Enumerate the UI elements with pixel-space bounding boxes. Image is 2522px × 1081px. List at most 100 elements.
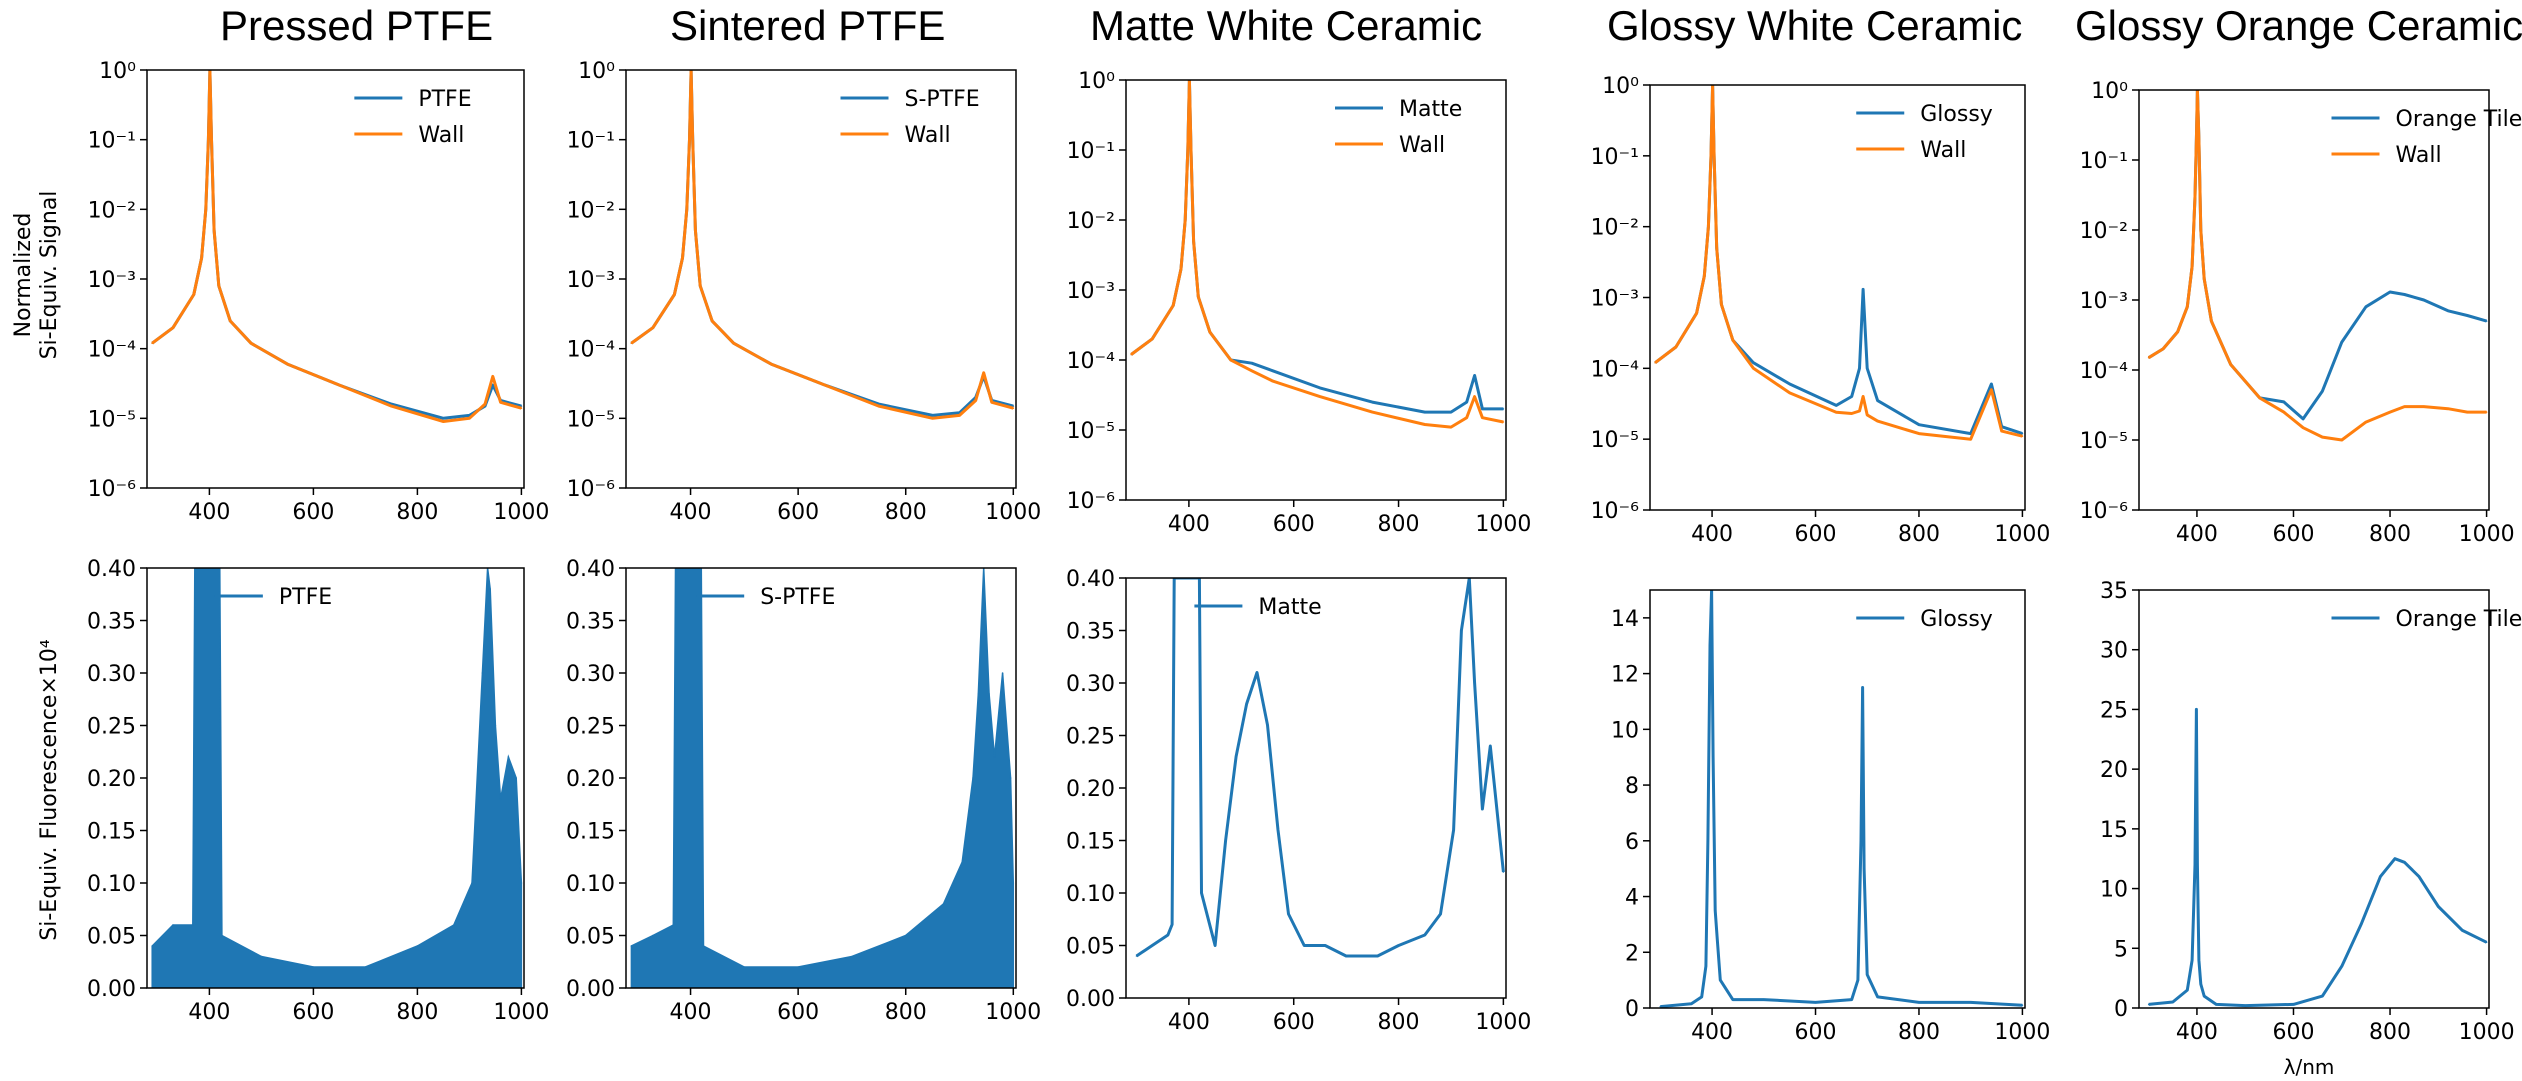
data-point: [151, 945, 153, 947]
data-point: [977, 693, 980, 695]
data-point: [1272, 370, 1274, 372]
y-tick-label: 10⁻⁶: [567, 477, 616, 502]
data-point: [2466, 411, 2469, 413]
y-tick-label: 10⁻⁶: [1591, 499, 1640, 524]
data-point: [1918, 1001, 1920, 1004]
data-point: [1866, 414, 1868, 416]
y-tick-label: 0.30: [87, 662, 136, 687]
data-point: [2321, 390, 2324, 392]
y-tick-label: 20: [2100, 758, 2128, 783]
data-point: [1465, 401, 1468, 403]
data-point: [2203, 278, 2205, 280]
data-point: [1835, 411, 1837, 414]
data-point: [1720, 303, 1723, 306]
data-point: [1703, 275, 1706, 278]
data-point: [2365, 306, 2367, 308]
data-point: [2229, 363, 2232, 366]
legend-label: Orange Tile: [2396, 107, 2522, 132]
data-point: [2341, 965, 2343, 967]
y-tick-label: 10⁻³: [567, 268, 615, 293]
data-point: [673, 293, 676, 296]
data-point: [481, 672, 484, 674]
data-point: [1209, 331, 1211, 333]
data-point: [2365, 421, 2367, 423]
y-axis-label-top-line1: Normalized: [11, 213, 36, 338]
data-point: [770, 363, 772, 365]
y-tick-label: 0.20: [566, 767, 615, 792]
data-point: [2191, 959, 2193, 961]
y-tick-label: 4: [1625, 886, 1639, 911]
data-point: [1675, 346, 1677, 348]
y-tick-label: 10⁰: [1602, 74, 1639, 99]
data-point: [390, 405, 393, 407]
data-point: [1371, 401, 1374, 403]
data-point: [1439, 913, 1442, 915]
data-point: [1012, 407, 1015, 410]
y-tick-label: 10⁰: [1078, 69, 1115, 94]
data-point: [494, 724, 497, 727]
data-point: [2403, 293, 2406, 296]
data-point: [1876, 996, 1879, 998]
data-point: [492, 384, 494, 386]
data-point: [1860, 840, 1862, 842]
data-point: [972, 777, 974, 779]
data-point: [931, 414, 934, 417]
plot-marks: [2147, 707, 2488, 1008]
data-point: [961, 861, 963, 863]
data-point: [1876, 420, 1879, 422]
data-point: [312, 966, 315, 968]
data-point: [1214, 944, 1216, 947]
data-point: [2203, 995, 2205, 997]
data-point: [2283, 401, 2285, 403]
y-tick-label: 0.40: [566, 557, 615, 582]
data-point: [2186, 306, 2189, 308]
data-point: [172, 326, 174, 329]
x-tick-label: 400: [670, 1000, 712, 1025]
x-tick-label: 800: [2369, 522, 2411, 547]
data-point: [1172, 304, 1174, 307]
data-point: [691, 138, 694, 141]
data-point: [1251, 362, 1253, 365]
data-point: [2389, 411, 2391, 413]
data-point: [1473, 682, 1476, 684]
data-point: [699, 285, 701, 287]
data-point: [851, 955, 853, 958]
y-tick-label: 10⁻²: [1067, 209, 1115, 234]
data-point: [1700, 996, 1703, 998]
data-point: [499, 401, 502, 404]
data-point: [2423, 299, 2425, 301]
y-tick-label: 35: [2100, 579, 2128, 604]
y-tick-label: 30: [2100, 639, 2128, 664]
x-tick-label: 600: [777, 1000, 819, 1025]
y-tick-label: 10⁻²: [2080, 219, 2128, 244]
x-tick-label: 600: [2272, 1020, 2314, 1045]
x-tick-label: 400: [188, 1000, 230, 1025]
data-point: [1001, 672, 1004, 674]
y-tick-label: 10⁻⁴: [88, 338, 137, 363]
y-tick-label: 10⁻³: [2080, 289, 2128, 314]
chart-top-orange: 400 600 800 1000 10⁻⁶ 10⁻⁵ 10⁻⁴ 10⁻³ 10⁻² 10⁻¹ 10⁰…: [2080, 79, 2522, 547]
x-tick-label: 400: [1168, 512, 1210, 537]
data-point: [2394, 857, 2396, 860]
data-point: [520, 407, 523, 410]
y-tick-label: 0.30: [566, 662, 615, 687]
data-point: [520, 405, 523, 407]
y-tick-label: 10⁻⁵: [567, 407, 615, 432]
data-point: [1303, 944, 1305, 947]
data-point: [1184, 219, 1186, 221]
data-point: [2258, 397, 2261, 399]
plot-frame: [2138, 589, 2490, 1009]
data-point: [630, 945, 633, 947]
data-point: [1719, 979, 1722, 981]
chart-top-sptfe: 400 600 800 1000 10⁻⁶ 10⁻⁵ 10⁻⁴ 10⁻³ 10⁻² 10⁻¹ 10⁰…: [567, 59, 1042, 525]
data-point: [2195, 708, 2198, 711]
data-point: [2423, 405, 2425, 408]
data-point: [471, 882, 473, 884]
legend-label: S-PTFE: [905, 87, 980, 112]
x-tick-label: 800: [1898, 1020, 1940, 1045]
data-point: [2210, 320, 2213, 322]
chart-bottom-glossy: 400 600 800 1000 0 2 4 6 8 10 12 14 Glossy: [1611, 589, 2050, 1045]
data-point: [1452, 829, 1455, 831]
data-point: [1135, 955, 1138, 957]
